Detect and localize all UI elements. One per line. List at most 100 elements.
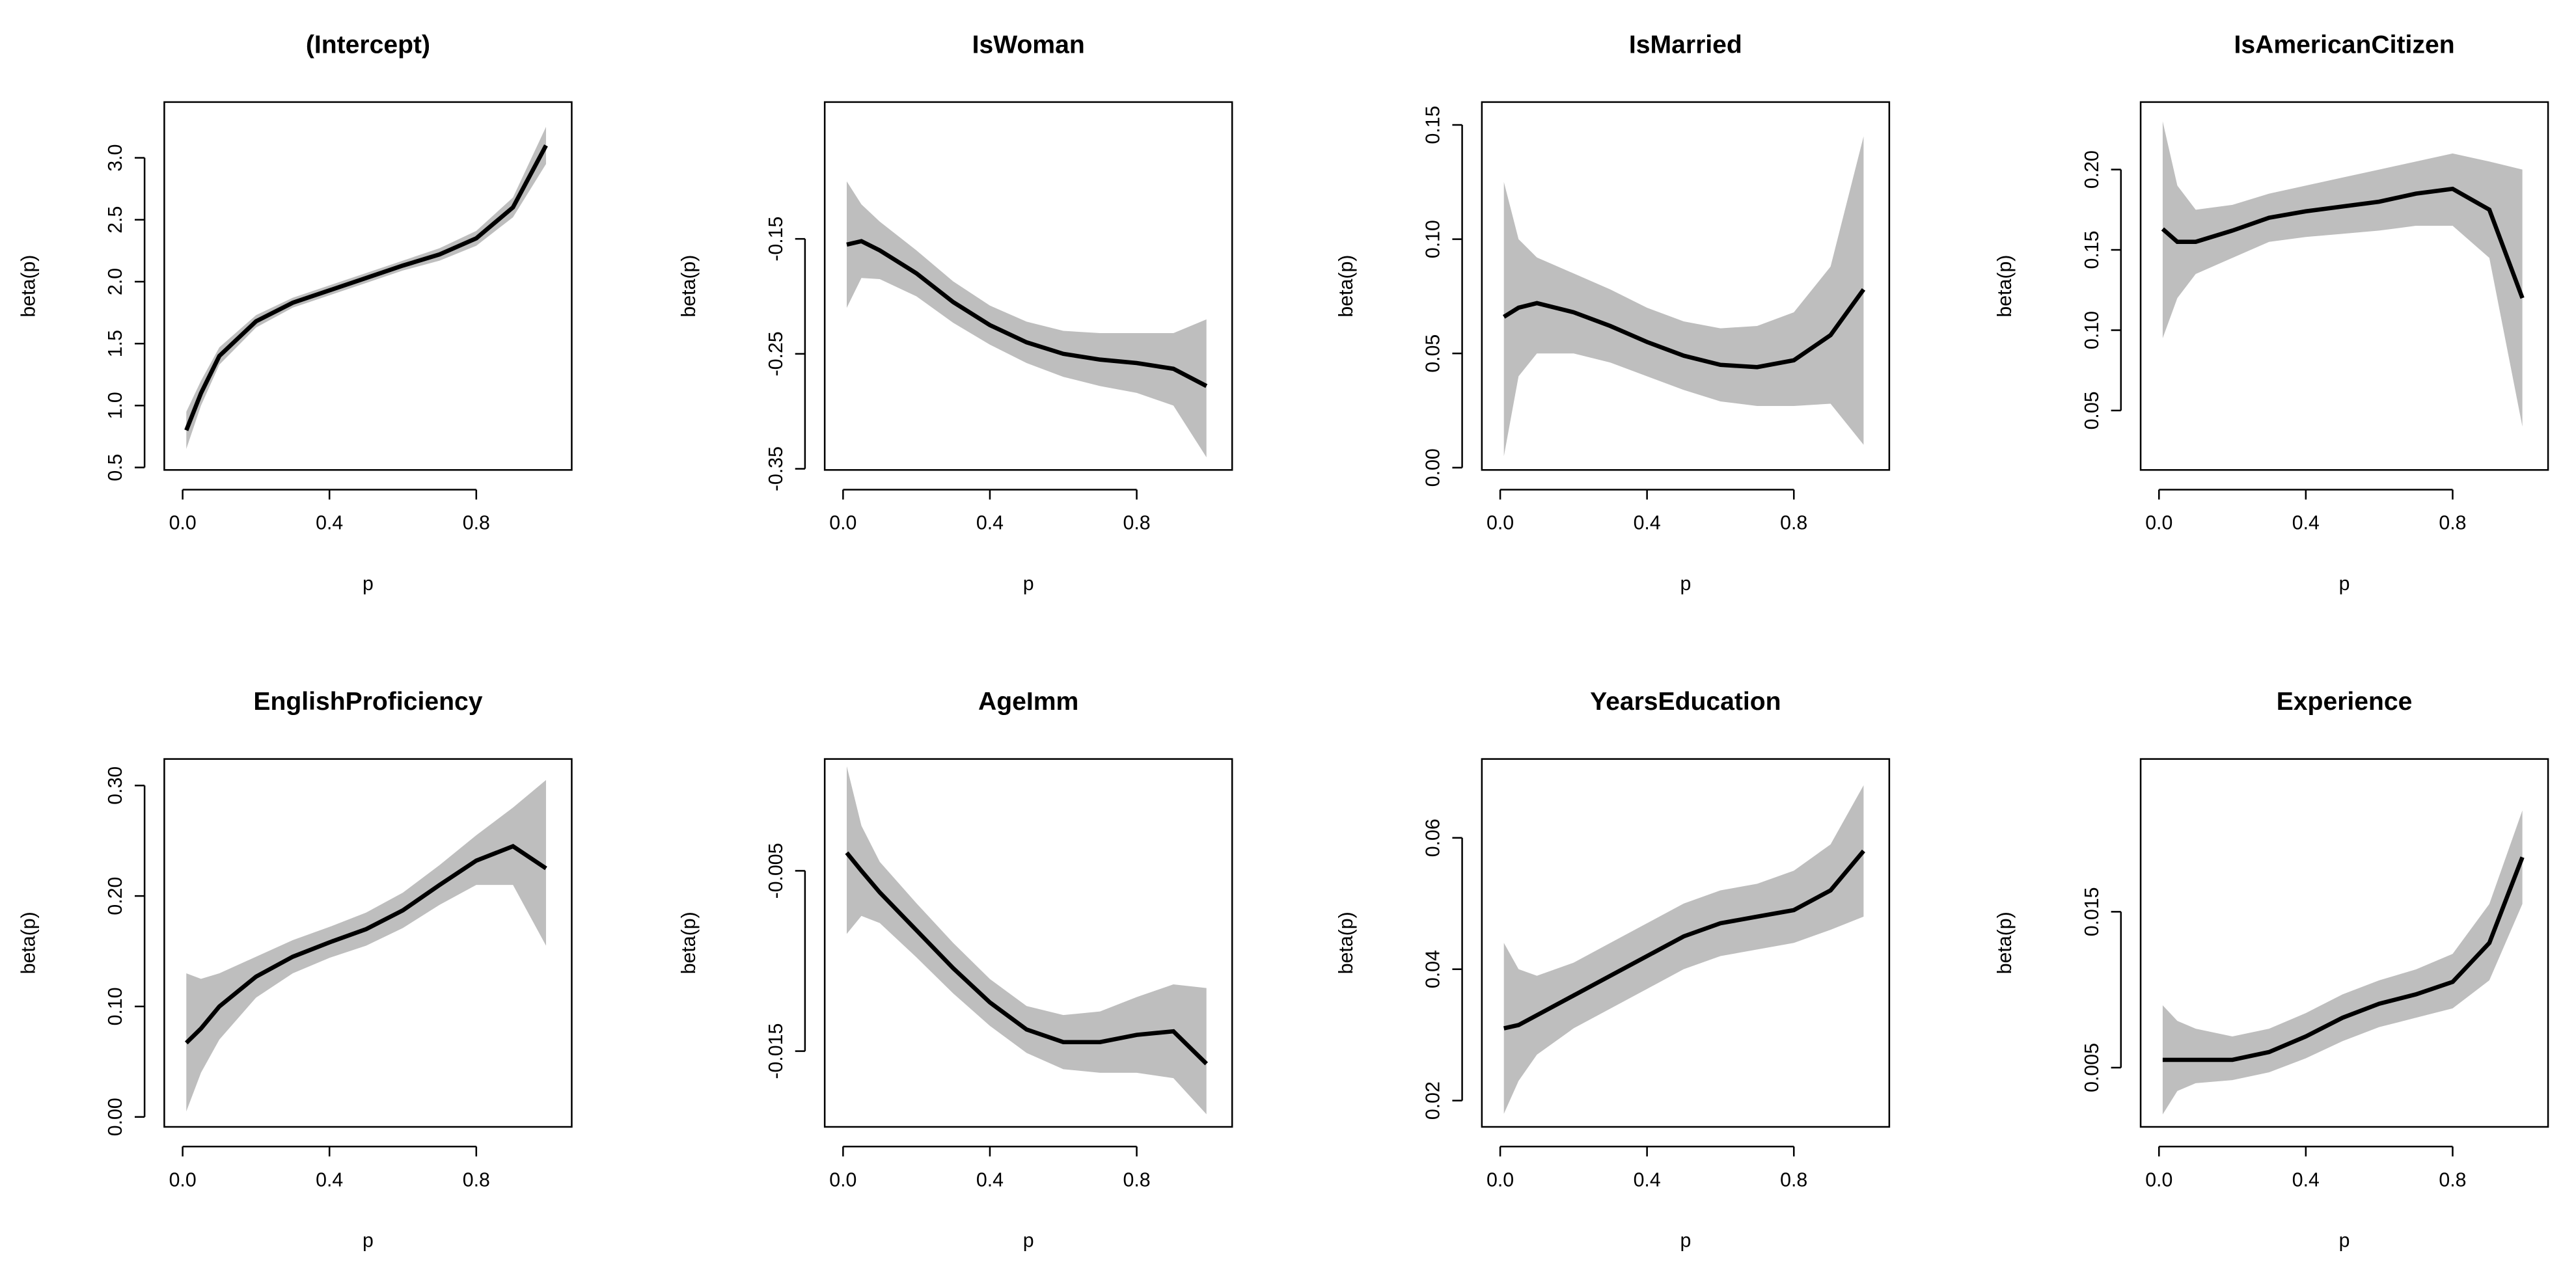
chart-title: IsMarried bbox=[1629, 31, 1742, 59]
plot-box bbox=[823, 101, 1233, 471]
x-axis-label: p bbox=[2339, 1230, 2350, 1252]
x-tick-label: 0.8 bbox=[2439, 513, 2466, 534]
y-tick-label: -0.005 bbox=[765, 843, 787, 898]
y-axis-label: beta(p) bbox=[18, 255, 39, 318]
x-tick-label: 0.4 bbox=[2292, 513, 2320, 534]
y-tick-label: 0.10 bbox=[2081, 311, 2103, 349]
plot-box bbox=[1481, 758, 1891, 1128]
x-tick-label: 0.4 bbox=[976, 513, 1004, 534]
estimate-line bbox=[846, 239, 1208, 388]
estimate-line bbox=[845, 851, 1208, 1066]
plot-box bbox=[1481, 101, 1891, 471]
estimate-line bbox=[1503, 849, 1865, 1031]
x-tick-label: 0.8 bbox=[1123, 1169, 1150, 1191]
x-tick-label: 0.0 bbox=[2145, 1169, 2172, 1191]
chart-title: IsWoman bbox=[972, 31, 1085, 59]
y-tick-label: 0.06 bbox=[1423, 818, 1444, 857]
y-tick-label: 0.15 bbox=[2081, 231, 2103, 269]
estimate-line bbox=[184, 844, 547, 1045]
x-tick-label: 0.0 bbox=[169, 1169, 197, 1191]
x-tick-label: 0.0 bbox=[1487, 1169, 1514, 1191]
y-tick-label: 0.20 bbox=[2081, 150, 2103, 189]
y-tick-label: 0.5 bbox=[105, 453, 126, 481]
x-tick-label: 0.8 bbox=[1780, 1169, 1807, 1191]
y-tick-label: -0.015 bbox=[765, 1023, 787, 1079]
y-tick-label: 2.0 bbox=[105, 268, 126, 295]
x-tick-label: 0.0 bbox=[829, 513, 856, 534]
x-axis-label: p bbox=[2339, 573, 2350, 595]
x-axis-label: p bbox=[1680, 573, 1691, 595]
y-tick-label: 3.0 bbox=[105, 144, 126, 172]
plot-box bbox=[163, 758, 573, 1128]
x-tick-label: 0.0 bbox=[169, 513, 197, 534]
y-tick-label: 0.02 bbox=[1423, 1081, 1444, 1120]
confidence-band bbox=[847, 181, 1207, 457]
plot-box bbox=[163, 101, 573, 471]
x-tick-label: 0.8 bbox=[2439, 1169, 2466, 1191]
y-axis-label: beta(p) bbox=[1994, 255, 2016, 318]
y-axis-label: beta(p) bbox=[678, 255, 700, 318]
y-tick-label: 0.04 bbox=[1423, 950, 1444, 988]
y-axis-label: beta(p) bbox=[1336, 912, 1357, 974]
x-tick-label: 0.8 bbox=[463, 1169, 490, 1191]
confidence-band bbox=[847, 766, 1207, 1115]
y-tick-label: 0.05 bbox=[1423, 334, 1444, 373]
chart-title: (Intercept) bbox=[306, 31, 430, 59]
confidence-band bbox=[186, 779, 546, 1112]
y-axis-label: beta(p) bbox=[678, 912, 700, 974]
y-tick-label: 0.30 bbox=[105, 766, 126, 805]
x-tick-label: 0.4 bbox=[976, 1169, 1004, 1191]
y-tick-label: 0.05 bbox=[2081, 391, 2103, 429]
estimate-line bbox=[2161, 186, 2525, 299]
y-tick-label: -0.35 bbox=[765, 446, 787, 491]
y-tick-label: 0.20 bbox=[105, 877, 126, 915]
confidence-band bbox=[2162, 121, 2523, 427]
x-tick-label: 0.4 bbox=[2292, 1169, 2320, 1191]
x-axis-label: p bbox=[363, 1230, 374, 1252]
x-tick-label: 0.0 bbox=[2145, 513, 2172, 534]
x-tick-label: 0.4 bbox=[1634, 513, 1661, 534]
x-tick-label: 0.4 bbox=[316, 1169, 343, 1191]
y-tick-label: 0.015 bbox=[2081, 887, 2103, 936]
y-tick-label: 2.5 bbox=[105, 206, 126, 234]
x-axis-label: p bbox=[1023, 573, 1034, 595]
chart-title: IsAmericanCitizen bbox=[2234, 31, 2455, 59]
x-axis-label: p bbox=[1680, 1230, 1691, 1252]
plot-box bbox=[2139, 758, 2549, 1128]
x-tick-label: 0.8 bbox=[1123, 513, 1150, 534]
y-tick-label: 0.15 bbox=[1423, 106, 1444, 144]
y-axis-label: beta(p) bbox=[18, 912, 39, 974]
x-axis-label: p bbox=[363, 573, 374, 595]
x-axis-label: p bbox=[1023, 1230, 1034, 1252]
confidence-band bbox=[2162, 810, 2523, 1115]
y-tick-label: 0.10 bbox=[1423, 220, 1444, 258]
estimate-line bbox=[1502, 288, 1866, 370]
x-tick-label: 0.4 bbox=[316, 513, 343, 534]
x-tick-label: 0.8 bbox=[1780, 513, 1807, 534]
x-tick-label: 0.0 bbox=[1487, 513, 1514, 534]
x-tick-label: 0.0 bbox=[829, 1169, 856, 1191]
confidence-band bbox=[1503, 136, 1864, 457]
x-tick-label: 0.8 bbox=[463, 513, 490, 534]
plot-box bbox=[2139, 101, 2549, 471]
estimate-line bbox=[184, 144, 548, 431]
estimate-line bbox=[2162, 856, 2525, 1062]
y-tick-label: 1.0 bbox=[105, 392, 126, 419]
y-tick-label: -0.25 bbox=[765, 331, 787, 376]
y-tick-label: 0.00 bbox=[105, 1098, 126, 1136]
chart-title: YearsEducation bbox=[1590, 688, 1781, 716]
y-tick-label: 1.5 bbox=[105, 330, 126, 357]
y-axis-label: beta(p) bbox=[1994, 912, 2016, 974]
y-axis-label: beta(p) bbox=[1336, 255, 1357, 318]
plot-box bbox=[823, 758, 1233, 1128]
y-tick-label: 0.10 bbox=[105, 987, 126, 1025]
y-tick-label: 0.005 bbox=[2081, 1043, 2103, 1092]
confidence-band bbox=[1503, 785, 1864, 1114]
x-tick-label: 0.4 bbox=[1634, 1169, 1661, 1191]
chart-title: EnglishProficiency bbox=[253, 688, 482, 716]
chart-title: AgeImm bbox=[978, 688, 1078, 716]
y-tick-label: 0.00 bbox=[1423, 448, 1444, 487]
